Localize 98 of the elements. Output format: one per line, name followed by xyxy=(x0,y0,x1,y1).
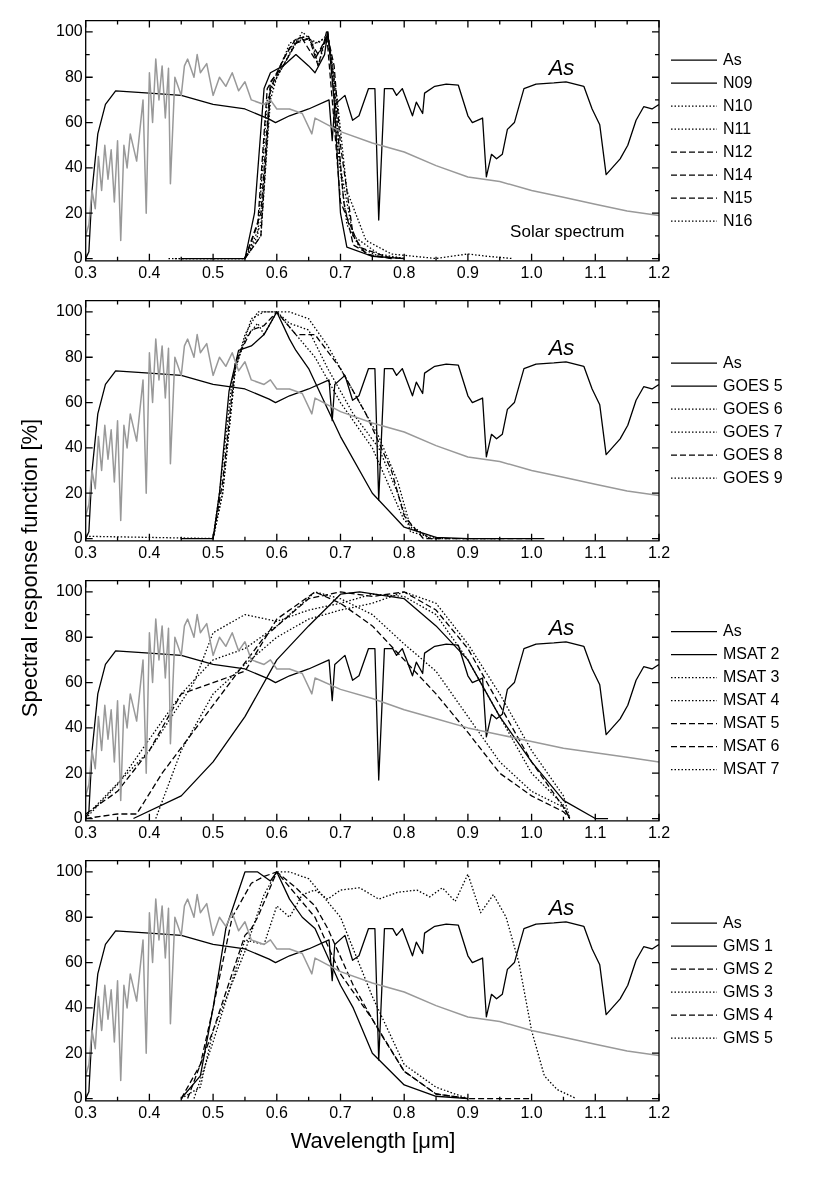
legend-label: N14 xyxy=(723,165,753,183)
x-tick-label: 0.7 xyxy=(329,543,352,561)
x-tick-label: 0.7 xyxy=(329,823,352,841)
y-axis-title: Spectral response function [%] xyxy=(17,418,43,718)
x-tick-label: 1.1 xyxy=(584,823,607,841)
legend-label: N10 xyxy=(723,96,753,114)
x-tick-label: 0.6 xyxy=(265,823,289,841)
x-tick-label: 0.9 xyxy=(456,1103,480,1121)
y-tick-label: 40 xyxy=(64,718,83,736)
legend-label: GOES 5 xyxy=(723,376,783,394)
legend-label: GOES 6 xyxy=(723,399,783,417)
y-tick-label: 60 xyxy=(64,112,83,130)
annotation: As xyxy=(546,894,575,920)
legend-label: GOES 9 xyxy=(723,468,783,486)
y-tick-label: 40 xyxy=(64,438,83,456)
x-tick-label: 0.3 xyxy=(74,263,97,281)
x-tick-label: 0.5 xyxy=(201,543,225,561)
y-tick-label: 100 xyxy=(55,22,83,40)
x-tick-label: 1.1 xyxy=(584,263,607,281)
x-axis-title: Wavelength [μm] xyxy=(289,1128,457,1154)
legend-label: GMS 2 xyxy=(723,959,773,977)
legend-label: GOES 8 xyxy=(723,445,783,463)
y-tick-label: 100 xyxy=(55,582,83,600)
x-tick-label: 1.0 xyxy=(520,543,543,561)
x-tick-label: 1.1 xyxy=(584,543,607,561)
x-tick-label: 0.6 xyxy=(265,543,289,561)
x-tick-label: 0.8 xyxy=(393,263,416,281)
legend-label: N15 xyxy=(723,188,753,206)
y-tick-label: 20 xyxy=(64,1043,83,1061)
x-tick-label: 0.5 xyxy=(201,263,225,281)
legend-label: As xyxy=(723,50,742,68)
y-tick-label: 60 xyxy=(64,672,83,690)
y-tick-label: 0 xyxy=(73,528,83,546)
x-tick-label: 0.4 xyxy=(138,263,161,281)
y-tick-label: 80 xyxy=(64,67,83,85)
legend-label: N09 xyxy=(723,73,753,91)
y-tick-label: 60 xyxy=(64,392,83,410)
y-tick-label: 20 xyxy=(64,763,83,781)
x-tick-label: 0.7 xyxy=(329,263,352,281)
x-tick-label: 0.6 xyxy=(265,1103,289,1121)
x-tick-label: 0.5 xyxy=(201,823,225,841)
legend-label: MSAT 2 xyxy=(723,645,780,663)
x-tick-label: 0.6 xyxy=(265,263,289,281)
legend-label: N16 xyxy=(723,211,753,229)
x-tick-label: 1.2 xyxy=(647,263,671,281)
x-tick-label: 1.2 xyxy=(647,823,671,841)
annotation: Solar spectrum xyxy=(510,221,625,241)
y-tick-label: 80 xyxy=(64,907,83,925)
legend-label: As xyxy=(723,913,742,931)
legend-label: MSAT 5 xyxy=(723,714,780,732)
y-tick-label: 40 xyxy=(64,998,83,1016)
x-tick-label: 0.4 xyxy=(138,543,161,561)
y-tick-label: 20 xyxy=(64,203,83,221)
legend-label: N11 xyxy=(723,119,752,137)
x-tick-label: 0.8 xyxy=(393,543,416,561)
y-tick-label: 0 xyxy=(73,1088,83,1106)
y-tick-label: 40 xyxy=(64,158,83,176)
annotation: As xyxy=(546,334,575,360)
x-tick-label: 0.3 xyxy=(74,543,97,561)
x-tick-label: 1.0 xyxy=(520,1103,543,1121)
x-tick-label: 0.9 xyxy=(456,263,480,281)
x-tick-label: 0.9 xyxy=(456,543,480,561)
legend-label: MSAT 3 xyxy=(723,668,780,686)
y-tick-label: 60 xyxy=(64,952,83,970)
legend-label: GMS 1 xyxy=(723,936,773,954)
legend-label: As xyxy=(723,353,742,371)
legend-label: As xyxy=(723,622,742,640)
y-tick-label: 20 xyxy=(64,483,83,501)
legend-label: GMS 5 xyxy=(723,1028,773,1046)
legend-label: GMS 3 xyxy=(723,982,773,1000)
x-tick-label: 1.2 xyxy=(647,1103,671,1121)
x-tick-label: 0.4 xyxy=(138,823,161,841)
legend-label: MSAT 6 xyxy=(723,737,780,755)
x-tick-label: 1.1 xyxy=(584,1103,607,1121)
y-tick-label: 0 xyxy=(73,808,83,826)
y-tick-label: 100 xyxy=(55,302,83,320)
x-tick-label: 1.0 xyxy=(520,263,543,281)
legend-label: GMS 4 xyxy=(723,1005,773,1023)
y-tick-label: 0 xyxy=(73,248,83,266)
legend-label: MSAT 4 xyxy=(723,691,780,709)
x-tick-label: 1.2 xyxy=(647,543,671,561)
legend-label: MSAT 7 xyxy=(723,760,780,778)
y-tick-label: 100 xyxy=(55,862,83,880)
annotation: As xyxy=(546,54,575,80)
y-tick-label: 80 xyxy=(64,627,83,645)
legend-label: N12 xyxy=(723,142,753,160)
x-tick-label: 0.7 xyxy=(329,1103,352,1121)
x-tick-label: 0.8 xyxy=(393,1103,416,1121)
x-tick-label: 0.3 xyxy=(74,1103,97,1121)
annotation: As xyxy=(546,614,575,640)
legend-label: GOES 7 xyxy=(723,422,783,440)
x-tick-label: 0.5 xyxy=(201,1103,225,1121)
x-tick-label: 0.8 xyxy=(393,823,416,841)
x-tick-label: 0.9 xyxy=(456,823,480,841)
x-tick-label: 0.4 xyxy=(138,1103,161,1121)
y-tick-label: 80 xyxy=(64,347,83,365)
x-tick-label: 0.3 xyxy=(74,823,97,841)
x-tick-label: 1.0 xyxy=(520,823,543,841)
